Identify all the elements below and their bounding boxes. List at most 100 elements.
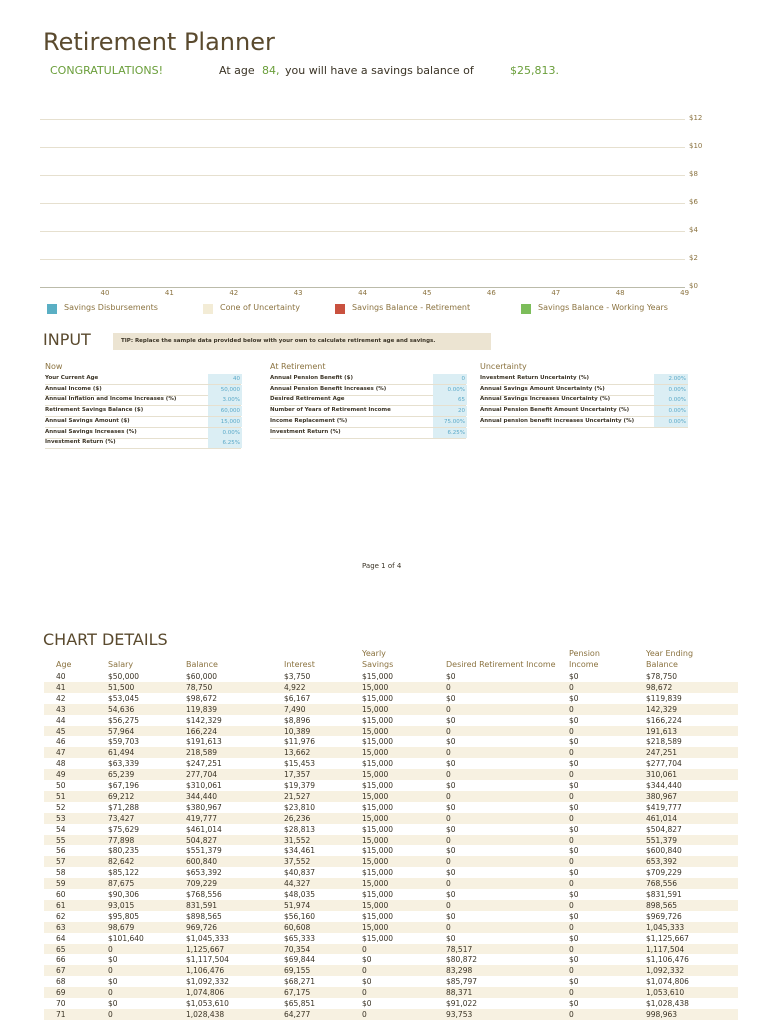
table-cell: $91,022 xyxy=(446,999,478,1008)
table-cell: $75,629 xyxy=(108,824,140,834)
row-band xyxy=(44,987,738,998)
table-cell: 54 xyxy=(56,824,66,834)
grid-line xyxy=(40,175,685,176)
table-cell: $53,045 xyxy=(108,693,140,703)
input-label: Investment Return (%) xyxy=(45,439,116,446)
table-cell: $0 xyxy=(446,824,456,834)
column-header: Pension Income xyxy=(569,649,600,669)
grid-line xyxy=(40,147,685,148)
table-cell: 277,704 xyxy=(186,770,218,780)
row-band xyxy=(44,725,738,737)
table-cell: $600,840 xyxy=(646,846,682,856)
grid-line xyxy=(40,231,685,232)
table-cell: $8,896 xyxy=(284,715,311,725)
table-cell: 60 xyxy=(56,890,66,899)
table-cell: $461,014 xyxy=(186,824,222,834)
table-cell: 218,589 xyxy=(186,748,218,758)
table-cell: 67 xyxy=(56,966,66,976)
y-tick-label: $0 xyxy=(689,282,698,290)
table-cell: $56,275 xyxy=(108,715,140,725)
section-heading: CHART DETAILS xyxy=(43,630,168,649)
table-cell: $0 xyxy=(569,824,579,834)
table-cell: 380,967 xyxy=(646,791,678,801)
table-cell: 0 xyxy=(569,988,574,998)
table-cell: $0 xyxy=(446,846,456,856)
table-cell: 15,000 xyxy=(362,835,389,845)
input-label: Annual Savings Amount ($) xyxy=(45,417,130,424)
table-cell: 15,000 xyxy=(362,748,389,758)
table-cell: 37,552 xyxy=(284,857,311,867)
table-cell: $0 xyxy=(446,802,456,812)
grid-line xyxy=(40,203,685,204)
table-cell: 15,000 xyxy=(362,770,389,780)
table-cell: $419,777 xyxy=(646,802,682,812)
legend-swatch xyxy=(203,304,213,314)
row-line xyxy=(270,394,466,396)
table-cell: $551,379 xyxy=(186,846,222,856)
table-cell: 0 xyxy=(362,988,367,998)
table-cell: $15,000 xyxy=(362,672,394,681)
table-cell: 191,613 xyxy=(646,726,678,736)
table-cell: 10,389 xyxy=(284,726,311,736)
table-cell: 26,236 xyxy=(284,813,311,823)
table-cell: $15,000 xyxy=(362,868,394,878)
table-cell: 70,354 xyxy=(284,944,311,954)
input-label: Investment Return (%) xyxy=(270,428,341,435)
table-cell: $0 xyxy=(446,737,456,747)
group-title: At Retirement xyxy=(270,362,326,371)
table-cell: $1,106,476 xyxy=(646,955,689,965)
table-cell: $19,379 xyxy=(284,781,316,790)
row-band xyxy=(44,769,738,780)
table-cell: 831,591 xyxy=(186,900,218,910)
table-cell: $15,453 xyxy=(284,759,316,769)
table-cell: $0 xyxy=(446,890,456,899)
tip: TIP: Replace the sample data provided be… xyxy=(113,333,491,350)
table-cell: $15,000 xyxy=(362,802,394,812)
row-band xyxy=(44,703,738,715)
table-cell: 61 xyxy=(56,900,66,910)
table-cell: 15,000 xyxy=(362,922,389,932)
table-cell: $1,028,438 xyxy=(646,999,689,1008)
table-cell: $1,092,332 xyxy=(186,977,229,987)
table-cell: 93,753 xyxy=(446,1009,473,1019)
table-cell: 0 xyxy=(569,900,574,910)
input-value: 6.25% xyxy=(208,438,242,449)
row-line xyxy=(270,437,466,439)
x-tick-label: 42 xyxy=(229,289,239,297)
table-cell: 67,175 xyxy=(284,988,311,998)
table-cell: 66 xyxy=(56,955,66,965)
table-cell: 45 xyxy=(56,726,66,736)
row-line xyxy=(45,394,241,396)
table-cell: $65,333 xyxy=(284,933,316,943)
table-cell: 0 xyxy=(569,704,574,714)
table-cell: 1,045,333 xyxy=(646,922,685,932)
table-cell: 600,840 xyxy=(186,857,218,867)
table-cell: $68,271 xyxy=(284,977,316,987)
table-cell: 0 xyxy=(569,770,574,780)
table-cell: 77,898 xyxy=(108,835,135,845)
table-cell: 166,224 xyxy=(186,726,218,736)
table-cell: 898,565 xyxy=(646,900,678,910)
input-label: Number of Years of Retirement Income xyxy=(270,407,391,414)
table-cell: 4,922 xyxy=(284,682,306,692)
table-cell: $0 xyxy=(569,672,579,681)
legend-swatch xyxy=(521,304,531,314)
input-value: 6.25% xyxy=(433,427,467,438)
table-cell: 15,000 xyxy=(362,879,389,889)
table-cell: $48,035 xyxy=(284,890,316,899)
table-cell: $15,000 xyxy=(362,737,394,747)
table-cell: 64,277 xyxy=(284,1009,311,1019)
table-cell: $15,000 xyxy=(362,911,394,921)
table-cell: 44,327 xyxy=(284,879,311,889)
table-cell: $71,288 xyxy=(108,802,140,812)
table-cell: 0 xyxy=(108,944,113,954)
congrats: CONGRATULATIONS! xyxy=(50,64,164,77)
table-cell: 419,777 xyxy=(186,813,218,823)
table-cell: $0 xyxy=(108,999,118,1008)
input-label: Annual Savings Increases Uncertainty (%) xyxy=(480,396,611,403)
row-band xyxy=(44,812,738,824)
table-cell: $0 xyxy=(569,737,579,747)
input-value: 0.00% xyxy=(208,427,242,438)
table-cell: $15,000 xyxy=(362,781,394,790)
row-band xyxy=(44,681,738,693)
